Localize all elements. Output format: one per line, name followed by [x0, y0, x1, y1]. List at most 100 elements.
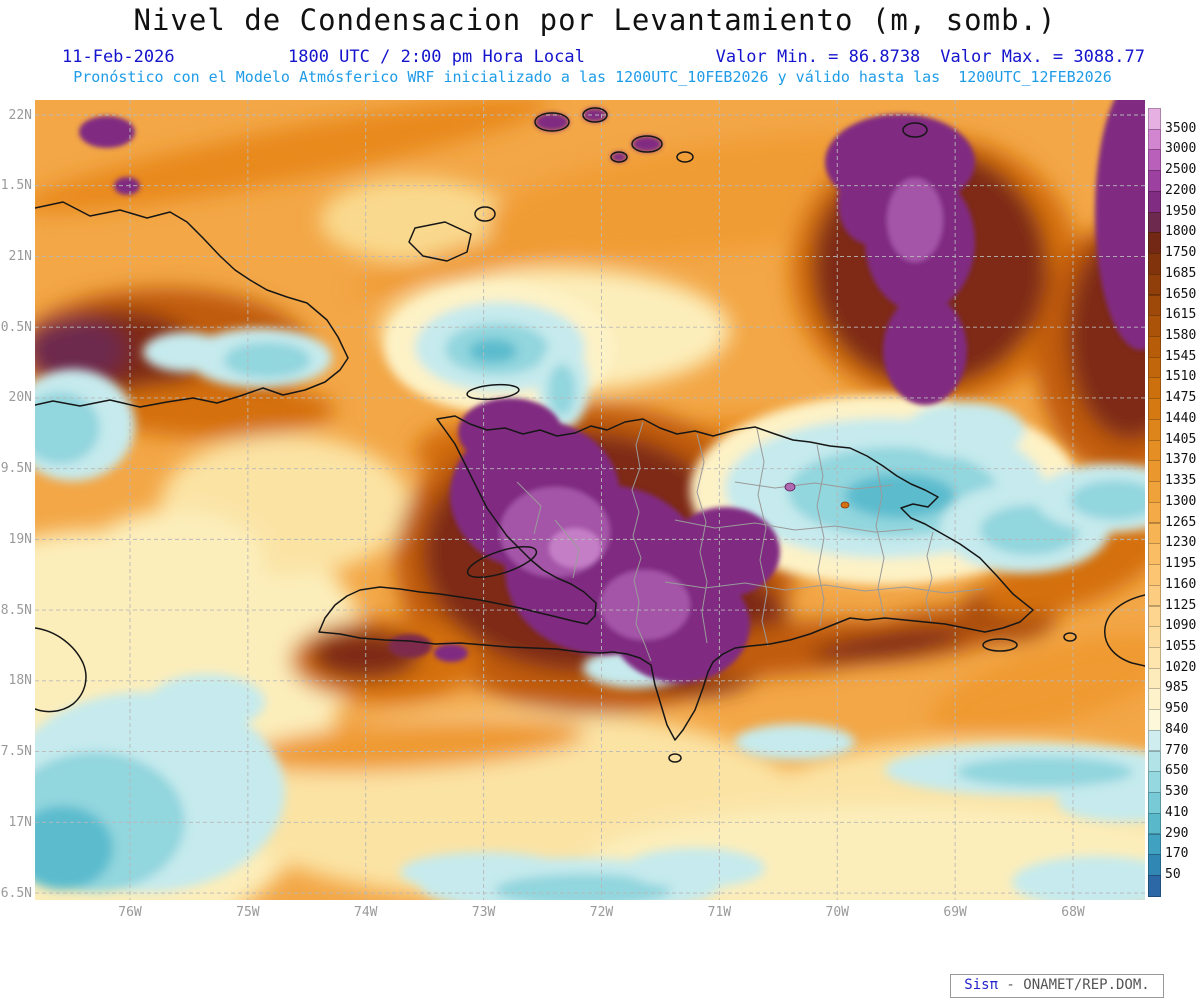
- colorbar-label: 1580: [1165, 328, 1197, 344]
- island-great-inagua: [408, 221, 472, 262]
- coastline-cuba: [35, 201, 349, 408]
- colorbar-swatch: [1148, 875, 1161, 897]
- coastlines: [35, 107, 1145, 763]
- x-axis-tick: 74W: [354, 905, 378, 920]
- map-canvas: [35, 100, 1145, 900]
- x-axis-tick: 72W: [589, 905, 614, 920]
- y-axis-tick: 0.5N: [0, 319, 32, 335]
- colorbar-swatch: [1148, 481, 1161, 503]
- colorbar-swatch: [1148, 750, 1161, 773]
- island-turks-2: [582, 107, 608, 123]
- colorbar-label: 1125: [1165, 597, 1197, 613]
- colorbar-label: 1650: [1165, 286, 1197, 302]
- x-axis-tick: 75W: [236, 905, 260, 920]
- colorbar-label: 1090: [1165, 618, 1197, 634]
- island-mona: [1063, 632, 1077, 642]
- colorbar-swatch: [1148, 605, 1161, 628]
- lcl-field-high-values: [79, 100, 1145, 683]
- colorbar-label: 2500: [1165, 162, 1197, 178]
- colorbar-swatch: [1148, 232, 1161, 254]
- y-axis-tick: 22N: [8, 107, 32, 123]
- colorbar-label: 1335: [1165, 473, 1197, 489]
- forecast-description: Pronóstico con el Modelo Atmósferico WRF…: [73, 68, 1112, 86]
- coastline-hispaniola: [318, 415, 1034, 741]
- colorbar-label: 3000: [1165, 141, 1197, 157]
- y-axis-tick: 9.5N: [0, 461, 32, 477]
- colorbar-swatch: [1148, 771, 1161, 793]
- colorbar-swatch: [1148, 294, 1161, 317]
- island-gonave: [466, 545, 538, 579]
- colorbar-label: 1510: [1165, 369, 1197, 385]
- colorbar-label: 1160: [1165, 576, 1197, 592]
- weather-map-page: Nivel de Condensacion por Levantamiento …: [0, 3, 1197, 998]
- colorbar-label: 50: [1165, 867, 1181, 882]
- lcl-field-cool: [35, 283, 1145, 900]
- island-tortue: [466, 383, 520, 401]
- colorbar-label: 1195: [1165, 556, 1197, 572]
- colorbar-label: 1615: [1165, 307, 1197, 323]
- colorbar-label: 1950: [1165, 203, 1197, 219]
- x-axis-tick: 69W: [943, 905, 967, 920]
- y-axis-tick: 6.5N: [0, 885, 32, 901]
- colorbar-swatch: [1148, 377, 1161, 400]
- colorbar-swatch: [1148, 792, 1161, 814]
- colorbar-label: 1300: [1165, 493, 1197, 509]
- colorbar-swatch: [1148, 356, 1161, 379]
- colorbar-label: 1685: [1165, 265, 1197, 281]
- island-beata: [668, 753, 682, 763]
- y-axis-tick: 20N: [8, 390, 32, 406]
- colorbar-swatch: [1148, 211, 1161, 234]
- colorbar-swatch: [1148, 688, 1161, 711]
- colorbar-swatch: [1148, 667, 1161, 690]
- colorbar-label: 410: [1165, 804, 1189, 820]
- valid-date-label: 11-Feb-2026: [62, 47, 175, 67]
- colorbar-label: 985: [1165, 680, 1189, 696]
- colorbar-swatch: [1148, 543, 1161, 565]
- colorbar-swatch: [1148, 564, 1161, 586]
- y-axis-tick: 17N: [8, 814, 32, 830]
- colorbar-swatch: [1148, 108, 1161, 130]
- colorbar-swatch: [1148, 460, 1161, 482]
- credit-text: - ONAMET/REP.DOM.: [998, 977, 1150, 993]
- map-area: Sisπ - ONAMET/REP.DOM.: [35, 100, 1164, 998]
- colorbar-swatch: [1148, 729, 1161, 752]
- colorbar-label: 840: [1165, 721, 1189, 737]
- colorbar-label: 1230: [1165, 535, 1197, 551]
- colorbar-label: 1440: [1165, 410, 1197, 426]
- colorbar-label: 1370: [1165, 452, 1197, 468]
- colorbar-label: 1265: [1165, 514, 1197, 530]
- y-axis-tick: 7.5N: [0, 744, 32, 760]
- colorbar-label: 170: [1165, 846, 1189, 862]
- colorbar-swatch: [1148, 812, 1161, 835]
- admin-boundaries: [516, 421, 984, 662]
- colorbar-swatch: [1148, 709, 1161, 731]
- colorbar-swatch: [1148, 149, 1161, 172]
- colorbar-swatch: [1148, 190, 1161, 213]
- island-grand-turk: [902, 122, 928, 138]
- island-saona: [982, 638, 1018, 652]
- island-turks-1: [534, 112, 570, 132]
- valid-time-label: 1800 UTC / 2:00 pm Hora Local: [288, 47, 585, 67]
- colorbar-swatch: [1148, 522, 1161, 545]
- y-axis-tick: 18N: [8, 673, 32, 689]
- colorbar-swatch: [1148, 854, 1161, 876]
- colorbar-label: 290: [1165, 825, 1189, 841]
- island-turks-4: [610, 151, 628, 163]
- x-axis-tick: 76W: [118, 905, 142, 920]
- colorbar-label: 1405: [1165, 431, 1197, 447]
- colorbar-swatch: [1148, 501, 1161, 524]
- island-turks-3: [631, 135, 663, 153]
- colorbar-label: 1475: [1165, 390, 1197, 406]
- page-title: Nivel de Condensacion por Levantamiento …: [133, 3, 1057, 37]
- minmax-values: Valor Min. = 86.8738 Valor Max. = 3088.77: [716, 47, 1145, 67]
- x-axis-tick: 73W: [471, 905, 496, 920]
- sispi-logo: Sisπ: [964, 977, 998, 993]
- colorbar-label: 770: [1165, 742, 1189, 758]
- y-axis-tick: 19N: [8, 531, 32, 547]
- colorbar-swatch: [1148, 626, 1161, 648]
- colorbar-swatch: [1148, 315, 1161, 337]
- island-little-inagua: [474, 206, 496, 222]
- x-axis-tick: 70W: [825, 905, 849, 920]
- colorbar-label: 3500: [1165, 120, 1197, 136]
- colorbar-swatch: [1148, 439, 1161, 462]
